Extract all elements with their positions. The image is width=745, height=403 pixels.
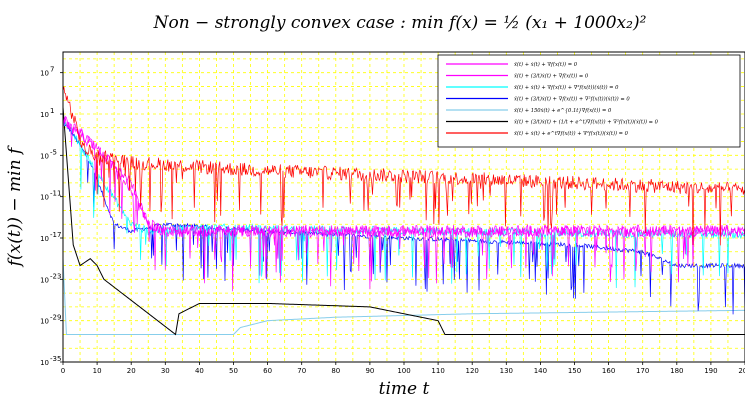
x-tick-label: 150 — [568, 367, 581, 375]
series-line — [63, 107, 745, 336]
x-tick-label: 130 — [500, 367, 513, 375]
y-tick-exponent: -23 — [50, 272, 61, 280]
x-tick-label: 30 — [161, 367, 170, 375]
series-line — [63, 115, 745, 292]
chart-title: Non − strongly convex case : min f(x) = … — [153, 13, 647, 33]
x-tick-label: 160 — [602, 367, 615, 375]
x-tick-label: 120 — [466, 367, 479, 375]
x-tick-label: 50 — [229, 367, 238, 375]
legend-entry: ẍ(t) + (3/t)ẋ(t) + ∇f(x(t)) + ∇²f(x(t))(… — [514, 96, 630, 103]
series-line — [63, 120, 745, 317]
y-tick-exponent: -29 — [50, 314, 61, 322]
x-tick-label: 190 — [704, 367, 717, 375]
series-line — [63, 258, 745, 335]
x-tick-label: 80 — [331, 367, 340, 375]
x-axis-label: time t — [379, 379, 430, 399]
y-tick-label: 10 — [40, 70, 49, 78]
x-tick-label: 110 — [431, 367, 444, 375]
x-tick-label: 60 — [263, 367, 272, 375]
y-tick-label: 10 — [40, 276, 49, 284]
x-tick-label: 0 — [61, 367, 65, 375]
legend-entry: ẍ(t) + ẋ(t) + e^t∇f(x(t)) + ∇²f(x(t))(ẋ(… — [514, 130, 629, 137]
x-axis-ticks: 0 10 20 30 40 50 60 70 80 90 100 110 120 130 140 150 160… — [61, 362, 745, 375]
plot-area — [63, 86, 745, 336]
y-tick-label: 10 — [40, 318, 49, 326]
x-tick-label: 170 — [636, 367, 649, 375]
y-axis-label: f(x(t)) − min f — [5, 145, 25, 268]
y-tick-exponent: 1 — [50, 107, 54, 115]
x-tick-label: 180 — [670, 367, 683, 375]
y-tick-exponent: -17 — [50, 231, 61, 239]
x-tick-label: 140 — [534, 367, 547, 375]
y-tick-exponent: -5 — [50, 148, 57, 156]
x-tick-label: 10 — [93, 367, 102, 375]
y-tick-label: 10 — [40, 194, 49, 202]
y-tick-label: 10 — [40, 152, 49, 160]
series-line — [63, 86, 745, 246]
legend-entry: ẍ(t) + (3/t)ẋ(t) + (1/t + e^t)∇f(x(t)) +… — [514, 119, 659, 126]
legend-box — [437, 54, 741, 148]
x-tick-label: 40 — [195, 367, 204, 375]
x-tick-label: 70 — [297, 367, 306, 375]
legend-entry: ẍ(t) + ẋ(t) + ∇f(x(t)) = 0 — [514, 61, 578, 68]
y-tick-exponent: -11 — [50, 190, 61, 198]
y-tick-label: 10 — [40, 359, 49, 367]
y-tick-label: 10 — [40, 235, 49, 243]
x-tick-label: 20 — [127, 367, 136, 375]
x-tick-label: 200 — [738, 367, 745, 375]
y-tick-exponent: -35 — [50, 355, 61, 363]
legend: ẍ(t) + ẋ(t) + ∇f(x(t)) = 0 ẍ(t) + (3/t)ẋ(… — [437, 54, 741, 148]
x-tick-label: 90 — [365, 367, 374, 375]
legend-entry: ẍ(t) + ẋ(t) + ∇f(x(t)) + ∇²f(x(t))(ẋ(t))… — [514, 84, 619, 91]
y-tick-label: 10 — [40, 111, 49, 119]
legend-entry: ẍ(t) + (3/t)ẋ(t) + ∇f(x(t)) = 0 — [514, 73, 589, 80]
x-tick-label: 100 — [397, 367, 410, 375]
y-tick-exponent: 7 — [50, 66, 54, 74]
legend-entry: ẍ(t) + 150ẋ(t) + e^{0.1t}∇f(x(t)) = 0 — [514, 107, 612, 114]
